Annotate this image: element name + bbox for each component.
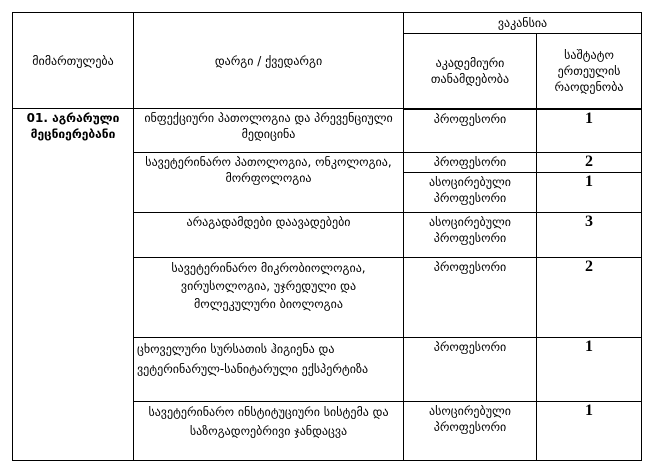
header-field: დარგი / ქვედარგი — [133, 12, 404, 109]
vacancy-table: მიმართულება დარგი / ქვედარგი ვაკანსია აკ… — [12, 12, 642, 461]
position-cell: პროფესორი — [403, 257, 537, 338]
table-row: სავეტერინარო მიკრობიოლოგია, ვირუსოლოგია,… — [13, 257, 642, 338]
position-cell: ასოცირებული პროფესორი — [403, 401, 537, 461]
count-cell: 3 — [536, 212, 642, 258]
position-cell: პროფესორი — [403, 108, 537, 153]
table-row: სავეტერინარო პათოლოგია, ონკოლოგია, მორფო… — [13, 152, 642, 213]
header-vacancy: ვაკანსია — [403, 12, 642, 34]
position-cell: ასოცირებული პროფესორი — [403, 212, 537, 258]
field-cell: ცხოველური სურსათის ჰიგიენა და ვეტერინარუ… — [133, 337, 404, 402]
header-position: აკადემიური თანამდებობა — [403, 33, 537, 110]
count-cell: 1 — [536, 172, 642, 213]
count-cell: 2 — [536, 152, 642, 173]
count-cell: 1 — [536, 401, 642, 461]
table-row: ცხოველური სურსათის ჰიგიენა და ვეტერინარუ… — [13, 337, 642, 402]
field-cell: არაგადამდები დაავადებები — [133, 212, 404, 258]
direction-cell: 01. აგრარული მეცნიერებანი — [12, 108, 134, 461]
position-cell: ასოცირებული პროფესორი — [403, 172, 537, 213]
count-cell: 1 — [536, 108, 642, 153]
header-direction: მიმართულება — [12, 12, 134, 109]
count-cell: 2 — [536, 257, 642, 338]
header-count: საშტატო ერთეულის რაოდენობა — [536, 33, 642, 110]
table-row: 01. აგრარული მეცნიერებანი ინფექციური პათ… — [12, 108, 642, 461]
table-row: სავეტერინარო ინსტიტუციური სისტემა და საზ… — [13, 401, 642, 461]
field-cell: სავეტერინარო მიკრობიოლოგია, ვირუსოლოგია,… — [133, 257, 404, 338]
table-row: ასოცირებული პროფესორი 1 — [13, 172, 642, 213]
position-cell: პროფესორი — [403, 152, 537, 173]
position-cell: პროფესორი — [403, 337, 537, 402]
count-cell: 1 — [536, 337, 642, 402]
field-cell: სავეტერინარო ინსტიტუციური სისტემა და საზ… — [133, 401, 404, 461]
field-cell: სავეტერინარო პათოლოგია, ონკოლოგია, მორფო… — [133, 152, 404, 213]
field-cell: ინფექციური პათოლოგია და პრევენციული მედი… — [133, 108, 404, 153]
